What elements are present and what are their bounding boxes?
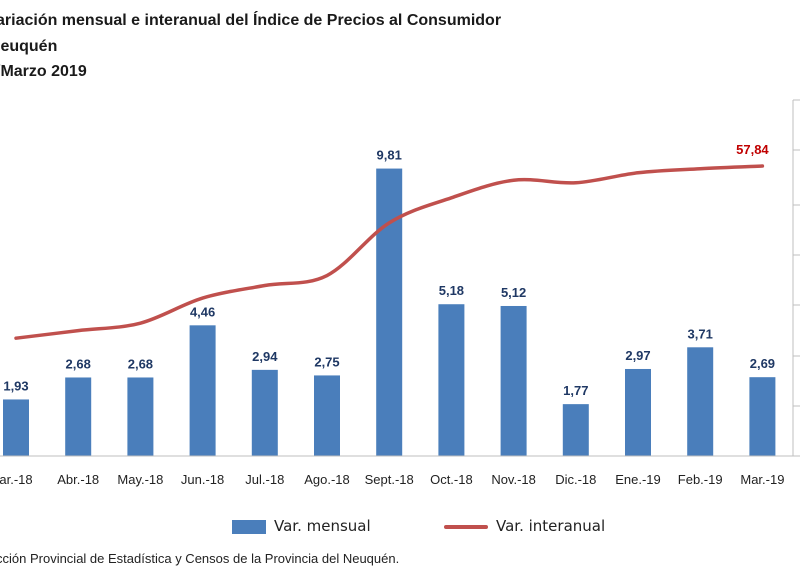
- bar-value-label: 5,18: [439, 283, 464, 298]
- bar: [3, 399, 29, 456]
- bar: [376, 168, 403, 456]
- bar: [251, 369, 278, 456]
- bar: [314, 375, 340, 456]
- bar-value-label: 1,77: [563, 383, 588, 398]
- x-tick-label: Jul.-18: [245, 472, 284, 487]
- bar: [687, 347, 714, 456]
- bar-value-label: 2,75: [314, 354, 339, 369]
- bar: [438, 304, 465, 456]
- legend-item-bar: Var. mensual: [232, 517, 371, 535]
- bar-value-label: 1,93: [3, 378, 28, 393]
- x-tick-label: Sept.-18: [365, 472, 414, 487]
- bar: [562, 404, 589, 456]
- x-tick-label: Jun.-18: [181, 472, 224, 487]
- bar-value-label: 2,68: [128, 356, 153, 371]
- x-tick-label: Ago.-18: [304, 472, 350, 487]
- bar-value-label: 4,46: [190, 304, 215, 319]
- source-note: cción Provincial de Estadística y Censos…: [0, 551, 400, 566]
- x-tick-label: Oct.-18: [430, 472, 473, 487]
- chart-title-line-3: /Marzo 2019: [0, 63, 87, 80]
- bar-value-label: 3,71: [688, 326, 713, 341]
- bar: [500, 305, 527, 456]
- bar-value-label: 2,94: [252, 349, 278, 364]
- legend-line-label: Var. interanual: [496, 517, 606, 535]
- bar-value-label: 5,12: [501, 285, 526, 300]
- bar: [749, 377, 776, 456]
- bar: [625, 368, 651, 456]
- bar-value-label: 2,97: [625, 348, 650, 363]
- x-axis: ar.-18 Abr.-18 May.-18 Jun.-18 Jul.-18 Ago.-1…: [0, 455, 793, 487]
- bar: [189, 325, 216, 456]
- bar-series: [3, 168, 776, 456]
- x-tick-label: Nov.-18: [491, 472, 536, 487]
- x-tick-label: Mar.-19: [740, 472, 784, 487]
- x-tick-label: Feb.-19: [678, 472, 723, 487]
- legend-line-swatch: [444, 524, 488, 529]
- x-tick-label: Dic.-18: [555, 472, 596, 487]
- line-value-labels: 57,84: [736, 142, 769, 157]
- x-tick-label: May.-18: [117, 472, 163, 487]
- bar-value-label: 2,68: [66, 356, 91, 371]
- chart-title-line-2: leuquén: [0, 38, 58, 55]
- line-value-label: 57,84: [736, 142, 769, 157]
- bar-value-label: 9,81: [377, 148, 402, 163]
- line-series: [14, 164, 765, 340]
- legend-bar-swatch: [232, 519, 266, 534]
- legend-bar-label: Var. mensual: [274, 517, 371, 535]
- right-axis: [792, 99, 800, 457]
- bar: [65, 377, 92, 456]
- bar-value-labels: 1,93 2,68 2,68 4,46 2,94 2,75 9,81 5,18 5,12 1,77…: [3, 148, 775, 399]
- x-tick-label: Ene.-19: [615, 472, 661, 487]
- chart-title-line-1: ariación mensual e interanual del Índice…: [0, 12, 502, 29]
- chart-area: 1,93 2,68 2,68 4,46 2,94 2,75 9,81 5,18 5,12 1,77…: [0, 99, 800, 487]
- x-tick-label: Abr.-18: [57, 472, 99, 487]
- line-path: [14, 164, 765, 340]
- bar: [127, 377, 154, 456]
- x-tick-label: ar.-18: [0, 472, 33, 487]
- legend-item-line: Var. interanual: [444, 517, 605, 535]
- bar-value-label: 2,69: [750, 356, 775, 371]
